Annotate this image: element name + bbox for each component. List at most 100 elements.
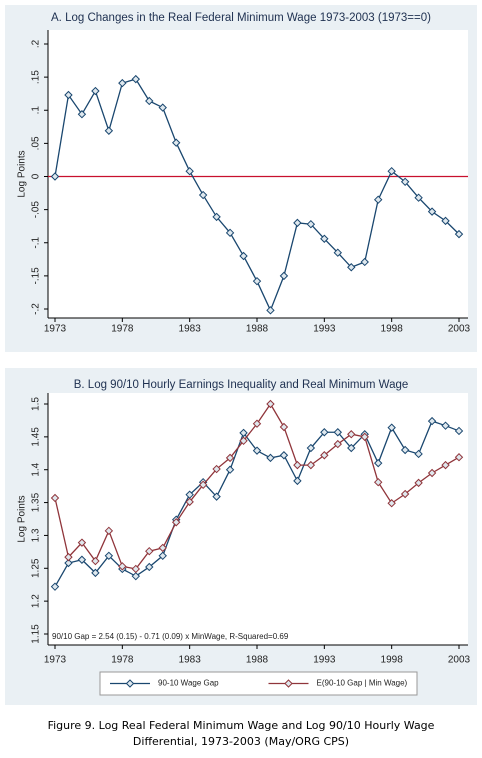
marker: [306, 443, 316, 453]
marker: [252, 446, 262, 455]
marker: [91, 568, 100, 578]
legend-marker: [284, 679, 293, 688]
marker: [239, 251, 248, 261]
marker: [414, 478, 423, 488]
marker: [441, 421, 450, 430]
marker: [347, 443, 356, 453]
marker: [212, 464, 221, 474]
marker: [118, 78, 127, 88]
marker: [77, 555, 87, 564]
marker: [239, 436, 248, 446]
y-tick-label: -.1: [31, 236, 42, 248]
marker: [293, 476, 302, 486]
x-tick-label: 2003: [448, 324, 471, 335]
marker: [454, 453, 464, 462]
marker: [360, 257, 369, 267]
marker: [347, 430, 356, 439]
marker: [104, 126, 114, 135]
caption: Figure 9. Log Real Federal Minimum Wage …: [48, 719, 435, 732]
marker: [145, 96, 154, 106]
marker: [387, 166, 396, 176]
y-tick-label: 1.35: [31, 492, 42, 512]
marker: [414, 449, 423, 459]
marker: [293, 218, 302, 228]
y-tick-label: 1.45: [31, 427, 42, 447]
marker: [373, 458, 383, 468]
y-tick-label: .15: [31, 70, 42, 84]
marker: [333, 248, 343, 257]
marker: [104, 526, 114, 536]
marker: [387, 423, 396, 432]
marker: [252, 419, 262, 428]
chart-title: A. Log Changes in the Real Federal Minim…: [51, 12, 431, 24]
y-tick-label: 1.25: [31, 558, 42, 578]
marker: [360, 432, 369, 442]
marker: [225, 465, 235, 474]
y-tick-label: 1.3: [31, 528, 42, 542]
marker: [279, 451, 289, 460]
marker: [239, 428, 248, 438]
y-tick-label: -.05: [31, 201, 42, 219]
marker: [91, 556, 100, 566]
marker: [400, 445, 410, 455]
marker: [225, 228, 235, 238]
x-tick-label: 1983: [179, 324, 202, 335]
marker: [266, 399, 275, 409]
x-tick-label: 1978: [111, 655, 134, 666]
y-tick-label: .1: [31, 106, 42, 115]
x-tick-label: 1998: [381, 324, 404, 335]
y-tick-label: -.2: [31, 303, 42, 315]
chart-title: B. Log 90/10 Hourly Earnings Inequality …: [74, 379, 409, 391]
x-tick-label: 1988: [246, 655, 269, 666]
legend-label: E(90-10 Gap | Min Wage): [317, 679, 408, 688]
marker: [414, 193, 423, 202]
plot-area: [48, 30, 468, 318]
marker: [252, 276, 262, 286]
y-tick-label: -.15: [31, 267, 42, 285]
x-tick-label: 1973: [44, 324, 67, 335]
marker: [333, 439, 343, 449]
marker: [158, 103, 167, 112]
marker: [387, 499, 396, 508]
marker: [373, 477, 383, 487]
marker: [454, 229, 464, 239]
marker: [279, 271, 289, 281]
marker: [373, 195, 383, 204]
marker: [266, 453, 275, 463]
marker: [185, 166, 194, 176]
y-tick-label: 1.5: [31, 397, 42, 411]
x-tick-label: 2003: [448, 655, 471, 666]
marker: [306, 460, 316, 470]
marker: [441, 216, 450, 226]
marker: [50, 172, 60, 181]
marker: [293, 460, 302, 470]
marker: [118, 562, 127, 571]
marker: [320, 234, 329, 243]
marker: [145, 546, 154, 556]
x-tick-label: 1993: [313, 324, 336, 335]
marker: [158, 543, 167, 553]
marker: [171, 138, 181, 147]
marker: [225, 453, 235, 463]
y-axis-title: Log Points: [17, 495, 28, 542]
marker: [427, 416, 437, 426]
marker: [212, 212, 221, 222]
marker: [131, 571, 141, 581]
x-tick-label: 1973: [44, 655, 67, 666]
marker: [279, 422, 289, 432]
y-tick-label: .2: [31, 39, 42, 48]
marker: [333, 428, 343, 437]
marker: [64, 558, 73, 568]
y-tick-label: 1.15: [31, 624, 42, 644]
marker: [64, 552, 73, 562]
marker: [77, 110, 87, 119]
marker: [77, 538, 87, 547]
y-tick-label: 1.4: [31, 462, 42, 476]
marker: [50, 493, 60, 503]
y-axis-title: Log Points: [17, 150, 28, 197]
marker: [158, 551, 167, 561]
marker: [131, 74, 141, 84]
marker: [91, 86, 100, 96]
x-tick-label: 1993: [313, 655, 336, 666]
